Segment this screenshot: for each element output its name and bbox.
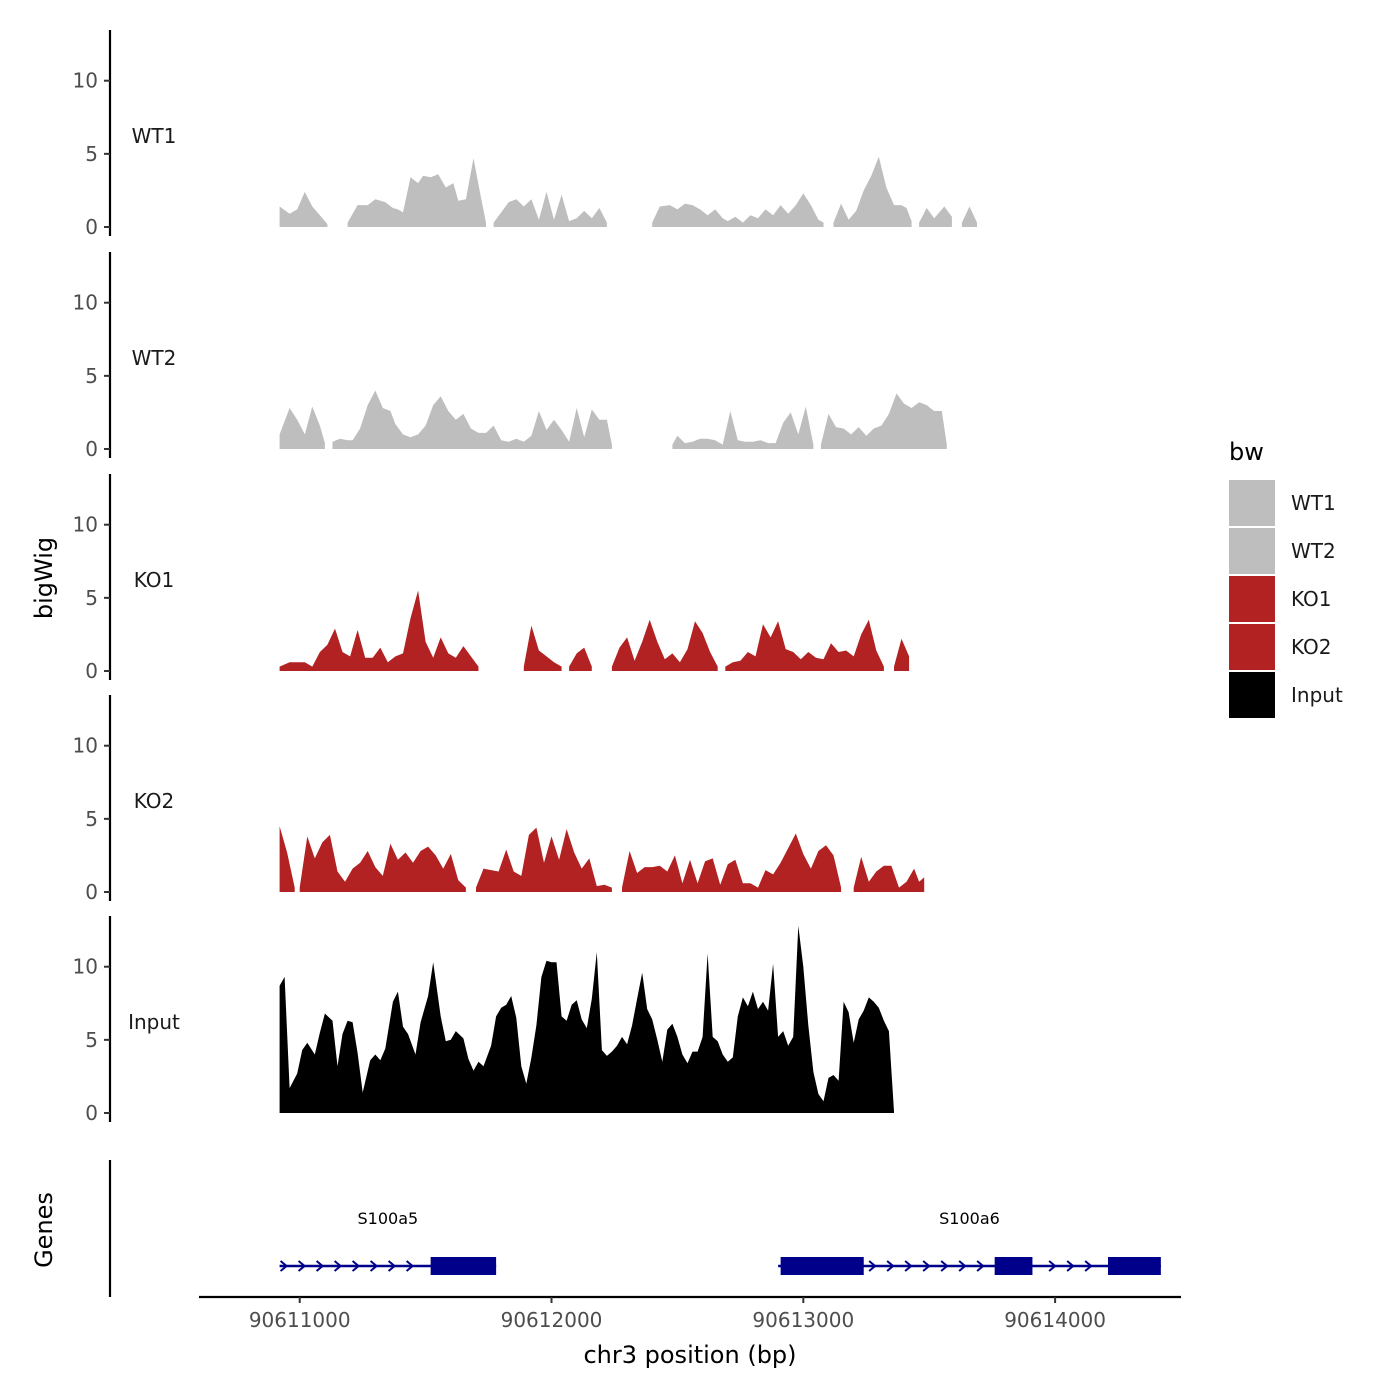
- track-input: 0 5 10 Input: [73, 916, 895, 1125]
- y-tick-label: 5: [85, 142, 98, 166]
- strand-arrow: [976, 1260, 985, 1272]
- coverage-area-ko1: [894, 638, 910, 671]
- y-tick-label: 5: [85, 807, 98, 831]
- gene-label: S100a5: [358, 1209, 419, 1228]
- x-axis: 90611000 90612000 90613000 90614000: [199, 1295, 1181, 1332]
- gene-exon: [780, 1257, 864, 1275]
- track-label-ko2: KO2: [134, 789, 175, 813]
- track-label-wt2: WT2: [132, 346, 177, 370]
- coverage-area-wt1: [652, 193, 824, 227]
- legend-swatch-wt1: [1229, 480, 1275, 526]
- strand-arrow: [1084, 1260, 1093, 1272]
- genes-panel: S100a5 S100a6: [108, 1160, 1161, 1297]
- coverage-area-input: [279, 925, 895, 1113]
- y-tick-label: 10: [73, 291, 98, 315]
- coverage-area-wt2: [332, 390, 612, 449]
- track-panels: 0 5 10 WT1 0 5 10 WT2 0 5 10 KO1 0 5 10 KO2 0 5 10 Input: [73, 30, 977, 1125]
- y-tick-label: 0: [85, 1101, 98, 1125]
- strand-arrow: [351, 1260, 361, 1272]
- legend-label-wt2: WT2: [1291, 539, 1336, 563]
- coverage-area-ko1: [611, 619, 718, 671]
- strand-arrow: [904, 1260, 913, 1272]
- track-label-wt1: WT1: [132, 124, 177, 148]
- strand-arrow: [369, 1260, 379, 1272]
- x-tick-label: 90613000: [752, 1308, 854, 1332]
- gene-exon: [1107, 1257, 1161, 1275]
- legend-swatch-ko1: [1229, 576, 1275, 622]
- coverage-area-wt1: [279, 191, 328, 227]
- track-wt1: 0 5 10 WT1: [73, 30, 977, 239]
- coverage-area-wt2: [820, 393, 947, 449]
- legend-swatch-ko2: [1229, 624, 1275, 670]
- track-ko1: 0 5 10 KO1: [73, 474, 910, 683]
- x-tick-label: 90612000: [501, 1308, 603, 1332]
- coverage-area-ko2: [299, 834, 466, 892]
- y-tick-label: 5: [85, 364, 98, 388]
- coverage-area-ko1: [279, 590, 479, 671]
- strand-arrow: [315, 1260, 325, 1272]
- coverage-area-ko2: [622, 833, 842, 892]
- legend: bw WT1 WT2 KO1 KO2 Input: [1229, 438, 1343, 718]
- y-tick-label: 5: [85, 586, 98, 610]
- strand-arrow: [297, 1260, 307, 1272]
- coverage-area-ko1: [523, 625, 562, 671]
- x-axis-title: chr3 position (bp): [583, 1341, 796, 1369]
- gene-s100a5: S100a5: [279, 1209, 497, 1275]
- gene-s100a6: S100a6: [778, 1209, 1161, 1275]
- coverage-area-ko1: [725, 619, 884, 671]
- track-wt2: 0 5 10 WT2: [73, 252, 947, 461]
- coverage-area-wt2: [279, 406, 325, 449]
- y-tick-label: 10: [73, 69, 98, 93]
- coverage-area-wt1: [833, 156, 912, 227]
- strand-arrow: [868, 1260, 877, 1272]
- track-label-ko1: KO1: [134, 568, 175, 592]
- y-tick-label: 10: [73, 513, 98, 537]
- y-tick-label: 0: [85, 215, 98, 239]
- y-tick-label: 0: [85, 437, 98, 461]
- y-tick-label: 5: [85, 1028, 98, 1052]
- gene-label: S100a6: [939, 1209, 1000, 1228]
- strand-arrow: [922, 1260, 931, 1272]
- coverage-area-wt1: [919, 206, 952, 227]
- legend-label-ko2: KO2: [1291, 635, 1332, 659]
- strand-arrow: [333, 1260, 343, 1272]
- y-tick-label: 0: [85, 880, 98, 904]
- gene-exon: [430, 1257, 497, 1275]
- coverage-area-wt2: [672, 406, 814, 449]
- strand-arrow: [940, 1260, 949, 1272]
- legend-title: bw: [1229, 438, 1264, 466]
- strand-arrow: [958, 1260, 967, 1272]
- coverage-area-wt1: [347, 158, 486, 227]
- legend-swatch-wt2: [1229, 528, 1275, 574]
- strand-arrow: [1066, 1260, 1075, 1272]
- track-label-input: Input: [128, 1010, 180, 1034]
- coverage-area-ko2: [279, 826, 295, 892]
- y-tick-label: 10: [73, 734, 98, 758]
- gene-exon: [994, 1257, 1033, 1275]
- coverage-area-wt1: [961, 206, 977, 227]
- strand-arrow: [279, 1260, 289, 1272]
- coverage-area-ko2: [476, 827, 612, 892]
- genes-axis-title: Genes: [30, 1192, 58, 1268]
- strand-arrow: [387, 1260, 397, 1272]
- strand-arrow: [1048, 1260, 1057, 1272]
- legend-label-input: Input: [1291, 683, 1343, 707]
- coverage-area-wt1: [493, 191, 607, 227]
- legend-label-ko1: KO1: [1291, 587, 1332, 611]
- strand-arrow: [405, 1260, 415, 1272]
- x-tick-label: 90611000: [249, 1308, 351, 1332]
- strand-arrow: [886, 1260, 895, 1272]
- y-tick-label: 10: [73, 955, 98, 979]
- track-ko2: 0 5 10 KO2: [73, 695, 925, 904]
- legend-swatch-input: [1229, 672, 1275, 718]
- coverage-area-ko1: [569, 647, 592, 671]
- legend-label-wt1: WT1: [1291, 491, 1336, 515]
- coverage-area-ko2: [853, 856, 925, 892]
- y-axis-title: bigWig: [30, 537, 58, 619]
- y-tick-label: 0: [85, 659, 98, 683]
- x-tick-label: 90614000: [1004, 1308, 1106, 1332]
